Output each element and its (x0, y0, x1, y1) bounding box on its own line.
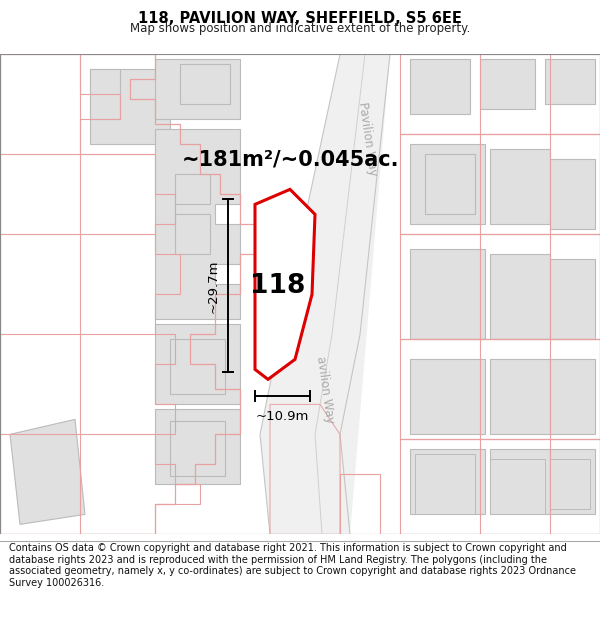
Polygon shape (260, 54, 390, 534)
Bar (550, 159, 595, 229)
Bar (410, 449, 485, 514)
Bar (170, 421, 225, 476)
Bar (155, 324, 240, 404)
Text: avilion Way: avilion Way (314, 355, 336, 424)
Text: 118, PAVILION WAY, SHEFFIELD, S5 6EE: 118, PAVILION WAY, SHEFFIELD, S5 6EE (138, 11, 462, 26)
Bar (415, 454, 475, 514)
Bar (490, 254, 550, 339)
Bar (175, 174, 210, 204)
Bar (550, 449, 595, 514)
Bar (490, 449, 550, 514)
Bar (180, 64, 230, 104)
Bar (175, 214, 210, 254)
Bar (480, 59, 535, 109)
Bar (490, 359, 550, 434)
Text: ~29.7m: ~29.7m (207, 259, 220, 312)
Bar (425, 154, 475, 214)
Bar (170, 339, 225, 394)
Bar (550, 359, 595, 434)
Text: Map shows position and indicative extent of the property.: Map shows position and indicative extent… (130, 22, 470, 34)
Text: 118: 118 (250, 273, 305, 299)
Bar (410, 249, 485, 339)
Bar (490, 459, 545, 514)
Bar (550, 459, 590, 509)
Text: Pavilion Way: Pavilion Way (356, 102, 380, 177)
Text: Contains OS data © Crown copyright and database right 2021. This information is : Contains OS data © Crown copyright and d… (9, 543, 576, 588)
Text: ~181m²/~0.045ac.: ~181m²/~0.045ac. (181, 149, 399, 169)
Bar (155, 59, 240, 119)
Bar (545, 59, 595, 104)
Bar (155, 409, 240, 484)
Bar (410, 359, 485, 434)
Text: ~10.9m: ~10.9m (256, 411, 309, 423)
Bar (410, 144, 485, 224)
Polygon shape (255, 189, 315, 379)
Bar (90, 69, 170, 144)
Polygon shape (10, 419, 85, 524)
Polygon shape (155, 129, 240, 319)
Bar (490, 149, 550, 224)
Bar (550, 259, 595, 339)
Bar (90, 69, 120, 119)
Bar (410, 59, 470, 114)
